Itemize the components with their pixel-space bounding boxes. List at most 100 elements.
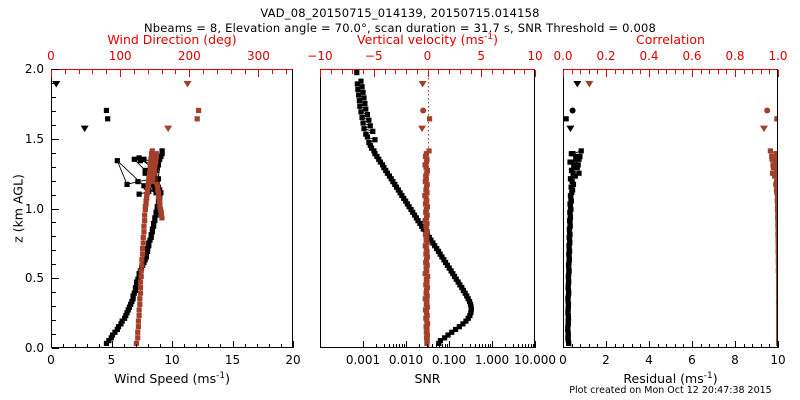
axis-tick (674, 70, 676, 74)
data-marker (408, 206, 414, 213)
data-marker (424, 167, 431, 174)
data-marker (567, 204, 574, 210)
axis-tick (135, 344, 137, 348)
data-marker (455, 279, 461, 285)
data-marker (567, 232, 573, 238)
data-marker (573, 156, 579, 162)
data-marker (136, 155, 142, 161)
data-marker (366, 117, 372, 123)
axis-tick (666, 70, 668, 74)
data-marker (423, 310, 430, 316)
axis-tick (427, 70, 429, 77)
x-tick-label: 10 (770, 353, 786, 367)
data-marker (775, 251, 777, 257)
data-marker (424, 326, 430, 333)
data-marker (420, 107, 427, 114)
data-marker (460, 287, 467, 294)
data-marker (103, 107, 110, 114)
plot-box-right (563, 69, 778, 348)
axis-tick (439, 344, 441, 348)
data-marker (423, 206, 429, 213)
data-marker (423, 276, 429, 282)
y-axis-minor-tick (52, 292, 56, 294)
axis-tick (244, 70, 246, 74)
data-marker (569, 179, 575, 185)
axis-tick (700, 344, 702, 348)
data-marker (371, 148, 377, 154)
data-marker (142, 167, 148, 174)
data-marker (775, 209, 777, 215)
axis-tick (674, 344, 676, 348)
data-marker (139, 251, 146, 257)
data-marker (566, 268, 572, 274)
data-marker (142, 257, 148, 263)
data-marker (118, 321, 124, 327)
data-marker (776, 329, 777, 335)
data-marker (436, 340, 442, 347)
data-marker (146, 173, 153, 179)
data-marker (457, 282, 463, 288)
data-marker (566, 237, 573, 243)
data-marker (775, 290, 777, 296)
data-marker (453, 326, 459, 333)
data-marker (577, 153, 583, 160)
x-tick-label: 10.000 (514, 353, 556, 367)
data-marker (145, 181, 151, 187)
data-marker (125, 307, 131, 313)
axis-tick (563, 70, 564, 77)
y-axis-minor-tick (52, 180, 56, 182)
x-tick-label-secondary: 5 (477, 49, 486, 63)
data-marker (775, 285, 777, 291)
data-marker (571, 165, 577, 171)
data-marker (131, 290, 137, 296)
data-marker (153, 153, 160, 160)
axis-tick (401, 344, 403, 348)
axis-tick (666, 344, 668, 348)
data-marker (138, 268, 144, 274)
data-marker (776, 310, 777, 316)
axis-tick (320, 70, 321, 77)
data-marker (422, 243, 428, 249)
axis-tick (426, 344, 428, 348)
data-marker (435, 248, 442, 254)
axis-tick (51, 70, 52, 77)
data-marker (424, 240, 430, 246)
y-axis-minor-tick (52, 334, 56, 336)
data-marker (136, 271, 142, 277)
data-marker (775, 254, 777, 260)
data-marker (119, 318, 125, 324)
axis-tick (474, 344, 476, 348)
data-marker (566, 251, 572, 257)
data-marker (155, 190, 162, 196)
data-marker (358, 109, 364, 115)
data-marker (772, 156, 777, 162)
axis-tick (189, 70, 191, 77)
x-tick-label-secondary: −10 (307, 49, 333, 63)
axis-tick (580, 344, 582, 348)
data-marker (565, 262, 572, 268)
data-marker (139, 262, 145, 268)
data-marker (135, 179, 141, 185)
x-tick-label: 2 (602, 353, 610, 367)
x-tick-label: 15 (224, 353, 241, 367)
data-marker (775, 229, 777, 235)
data-marker (155, 192, 162, 199)
axis-tick (175, 70, 177, 74)
x-tick-label: 0.100 (431, 353, 467, 367)
data-marker (138, 273, 144, 280)
data-marker (134, 279, 140, 285)
data-marker (144, 190, 151, 196)
data-marker (424, 248, 430, 254)
data-marker (108, 335, 114, 341)
axis-tick (431, 344, 433, 348)
data-marker (159, 148, 165, 154)
data-marker (144, 187, 151, 193)
axis-tick (444, 344, 446, 348)
axis-tick (341, 70, 343, 74)
data-marker (453, 276, 459, 282)
data-marker (567, 212, 573, 218)
data-marker (141, 156, 147, 162)
data-marker (148, 151, 155, 157)
axis-tick (571, 344, 573, 348)
